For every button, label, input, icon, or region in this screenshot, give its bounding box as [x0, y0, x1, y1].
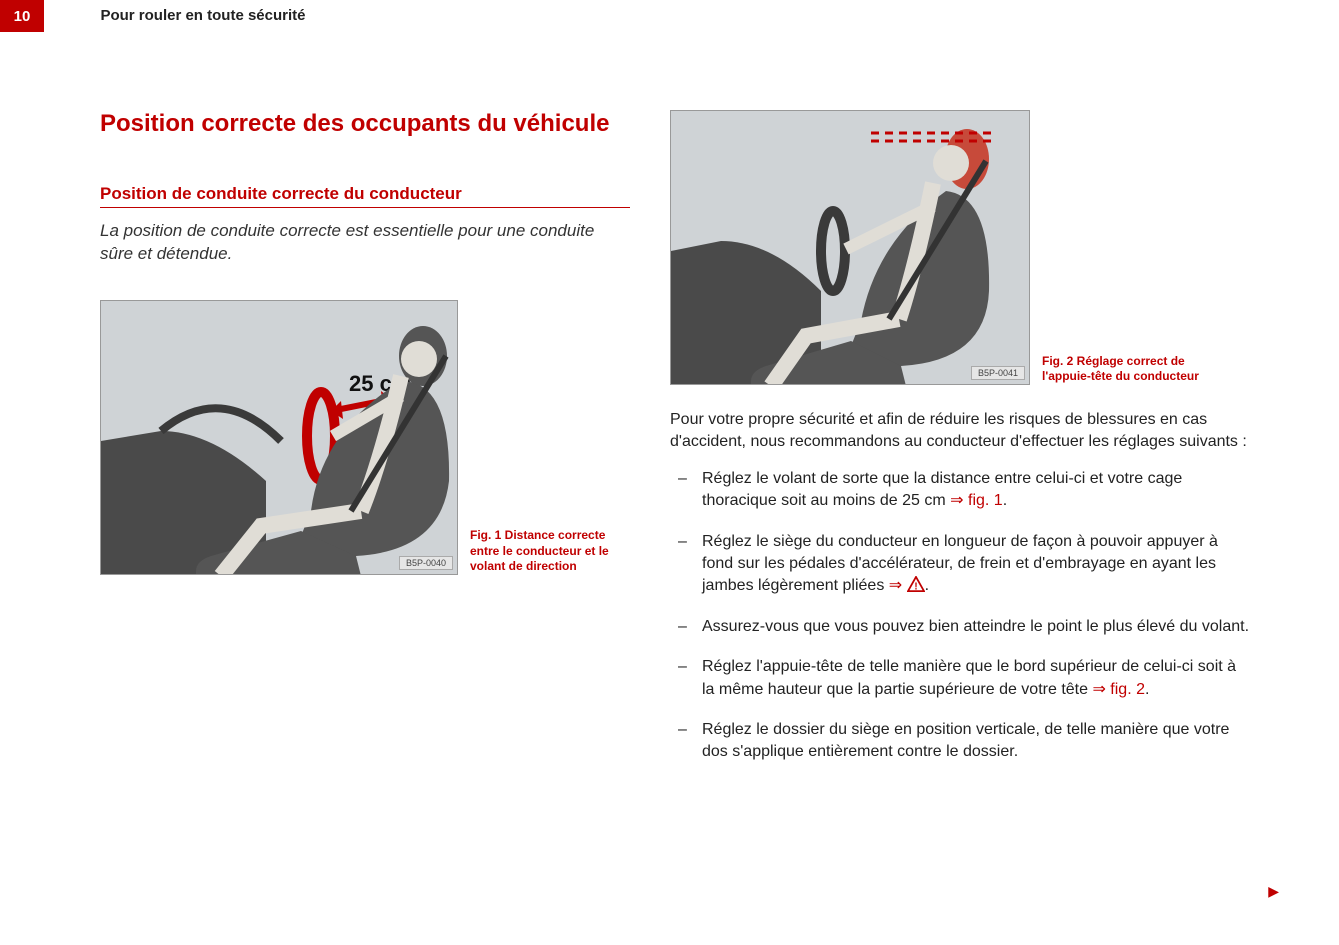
- body-paragraph: Pour votre propre sécurité et afin de ré…: [670, 409, 1250, 454]
- figure-2-code: B5P-0041: [971, 366, 1025, 380]
- list-text: Réglez le siège du conducteur en longueu…: [702, 533, 1218, 595]
- figure-2: B5P-0041 Fig. 2 Réglage correct de l'app…: [670, 110, 1250, 385]
- svg-text:!: !: [914, 582, 917, 593]
- figure-1-image: 25 cm B5P-0040: [100, 300, 458, 575]
- right-column: B5P-0041 Fig. 2 Réglage correct de l'app…: [670, 110, 1250, 782]
- warning-icon: !: [907, 576, 925, 592]
- page-header: 10 Pour rouler en toute sécurité: [0, 0, 1339, 32]
- list-text: Réglez le volant de sorte que la distanc…: [702, 470, 1182, 509]
- figure-1: 25 cm B5P-0040 Fig. 1 Distance correcte …: [100, 300, 630, 575]
- figure-2-caption: Fig. 2 Réglage correct de l'appuie-tête …: [1042, 354, 1202, 385]
- list-item: Réglez le siège du conducteur en longueu…: [670, 531, 1250, 598]
- continue-arrow-icon: ▶: [1268, 883, 1279, 900]
- list-text: Assurez-vous que vous pouvez bien attein…: [702, 618, 1249, 635]
- ref-link[interactable]: fig. 2: [1106, 681, 1145, 698]
- figure-1-caption: Fig. 1 Distance correcte entre le conduc…: [470, 528, 630, 575]
- list-item: Réglez l'appuie-tête de telle manière qu…: [670, 656, 1250, 701]
- list-item: Réglez le volant de sorte que la distanc…: [670, 468, 1250, 513]
- instruction-list: Réglez le volant de sorte que la distanc…: [670, 468, 1250, 764]
- list-item: Réglez le dossier du siège en position v…: [670, 719, 1250, 764]
- list-text-end: .: [1145, 681, 1149, 698]
- list-text: Réglez l'appuie-tête de telle manière qu…: [702, 658, 1236, 697]
- subsection-title: Position de conduite correcte du conduct…: [100, 184, 630, 208]
- list-item: Assurez-vous que vous pouvez bien attein…: [670, 616, 1250, 638]
- list-text: Réglez le dossier du siège en position v…: [702, 721, 1229, 760]
- left-column: Position correcte des occupants du véhic…: [100, 110, 630, 599]
- section-title: Position correcte des occupants du véhic…: [100, 110, 630, 138]
- figure-1-code: B5P-0040: [399, 556, 453, 570]
- list-text-end: .: [925, 577, 929, 594]
- page-number: 10: [0, 0, 44, 32]
- figure-2-image: B5P-0041: [670, 110, 1030, 385]
- ref-link[interactable]: fig. 1: [964, 492, 1003, 509]
- ref-arrow-icon: ⇒: [1092, 681, 1105, 698]
- list-text-end: .: [1003, 492, 1007, 509]
- ref-arrow-icon: ⇒: [889, 577, 902, 594]
- ref-arrow-icon: ⇒: [950, 492, 963, 509]
- intro-paragraph: La position de conduite correcte est ess…: [100, 220, 630, 266]
- chapter-title: Pour rouler en toute sécurité: [100, 0, 305, 32]
